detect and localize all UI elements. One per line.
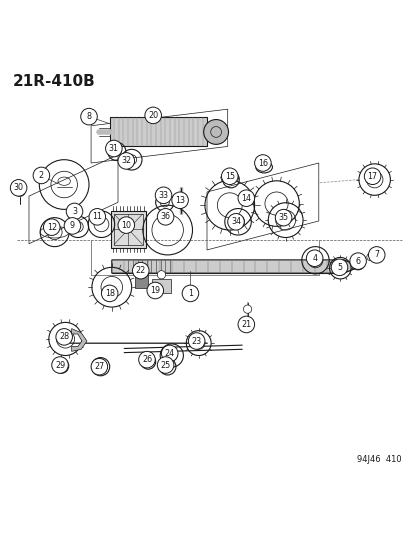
Text: 22: 22	[135, 266, 145, 275]
Circle shape	[161, 345, 178, 362]
Circle shape	[243, 305, 251, 313]
Circle shape	[155, 187, 171, 204]
Text: 9: 9	[70, 221, 75, 230]
Circle shape	[14, 186, 25, 197]
Text: 94J46  410: 94J46 410	[356, 455, 401, 464]
Circle shape	[89, 208, 105, 225]
Circle shape	[330, 259, 347, 276]
Circle shape	[227, 214, 244, 230]
Circle shape	[118, 152, 134, 169]
Text: 31: 31	[109, 144, 119, 153]
Circle shape	[203, 119, 228, 144]
Circle shape	[91, 358, 107, 375]
Text: 35: 35	[278, 213, 288, 222]
Circle shape	[237, 190, 254, 206]
Text: 25: 25	[160, 360, 170, 369]
Circle shape	[64, 217, 81, 234]
Circle shape	[145, 107, 161, 124]
Circle shape	[101, 285, 118, 302]
Text: 32: 32	[121, 156, 131, 165]
Circle shape	[157, 357, 173, 373]
Text: 3: 3	[72, 207, 77, 216]
Circle shape	[363, 168, 380, 184]
Circle shape	[132, 262, 149, 279]
Text: 1: 1	[188, 289, 192, 298]
Text: 18: 18	[104, 289, 114, 298]
Text: 13: 13	[175, 196, 185, 205]
Text: 6: 6	[355, 256, 360, 265]
Circle shape	[66, 203, 83, 220]
Circle shape	[105, 140, 122, 157]
Circle shape	[33, 167, 50, 184]
Bar	[114, 214, 142, 245]
Text: 4: 4	[311, 254, 316, 263]
Text: 16: 16	[257, 158, 267, 167]
Circle shape	[138, 351, 155, 368]
Text: 21R-410B: 21R-410B	[12, 74, 95, 89]
Bar	[152, 279, 170, 293]
Text: 12: 12	[47, 223, 57, 232]
Circle shape	[81, 108, 97, 125]
Circle shape	[118, 217, 134, 233]
Circle shape	[221, 168, 237, 184]
Text: 14: 14	[241, 193, 251, 203]
Text: 34: 34	[230, 217, 240, 227]
Text: 17: 17	[367, 172, 377, 181]
Circle shape	[56, 329, 72, 345]
Polygon shape	[112, 260, 359, 273]
Circle shape	[157, 208, 173, 225]
Text: 7: 7	[373, 251, 378, 260]
Text: 21: 21	[241, 320, 251, 329]
Text: 30: 30	[14, 183, 24, 192]
Text: 33: 33	[158, 191, 168, 200]
Circle shape	[171, 192, 188, 208]
Text: 28: 28	[59, 333, 69, 341]
Circle shape	[52, 357, 68, 373]
Circle shape	[182, 285, 198, 302]
Text: 10: 10	[121, 221, 131, 230]
Circle shape	[54, 365, 60, 371]
Circle shape	[157, 271, 165, 279]
Text: 23: 23	[191, 336, 201, 345]
Circle shape	[254, 155, 271, 171]
Circle shape	[366, 253, 373, 261]
Text: 19: 19	[150, 286, 160, 295]
Polygon shape	[135, 264, 147, 288]
Text: 24: 24	[164, 349, 174, 358]
Polygon shape	[71, 329, 87, 351]
Circle shape	[188, 333, 204, 349]
Text: 2: 2	[39, 171, 44, 180]
Circle shape	[275, 209, 291, 226]
Circle shape	[43, 219, 60, 236]
Bar	[109, 117, 206, 147]
Text: 36: 36	[160, 212, 170, 221]
Text: 20: 20	[148, 111, 158, 120]
Circle shape	[10, 180, 27, 196]
Text: 11: 11	[92, 212, 102, 221]
Circle shape	[368, 247, 384, 263]
Circle shape	[306, 250, 322, 266]
Circle shape	[237, 316, 254, 333]
Text: 8: 8	[86, 112, 91, 121]
Text: 15: 15	[224, 172, 234, 181]
Text: 27: 27	[94, 362, 104, 371]
Text: 29: 29	[55, 360, 65, 369]
Text: 26: 26	[142, 355, 152, 364]
Text: 5: 5	[336, 263, 341, 272]
Bar	[111, 211, 146, 248]
Circle shape	[349, 253, 366, 269]
Circle shape	[147, 282, 163, 299]
